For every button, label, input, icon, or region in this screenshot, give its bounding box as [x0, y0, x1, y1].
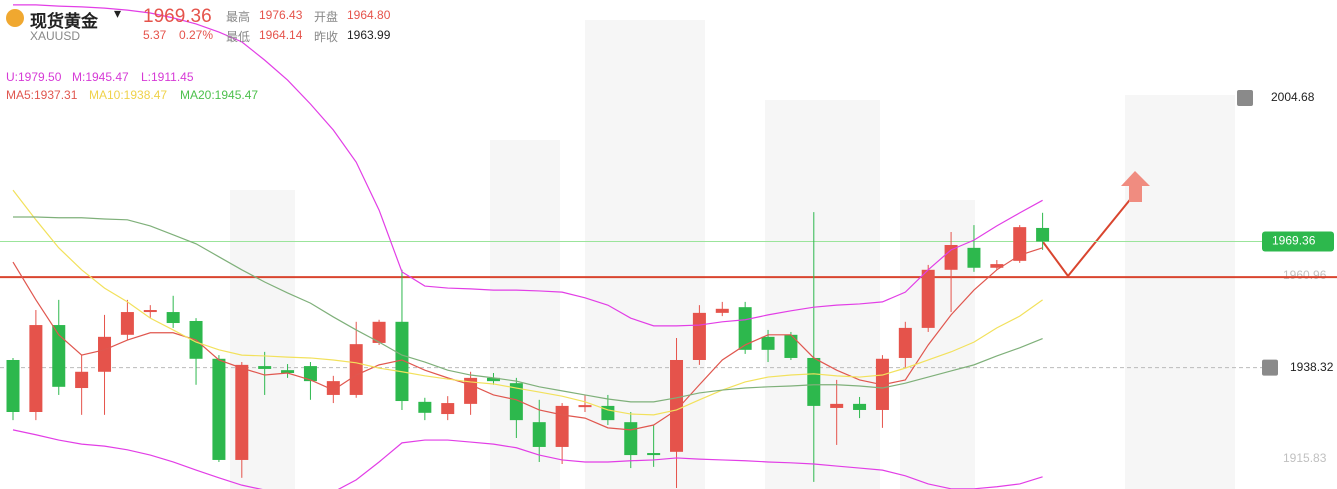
candle-body — [715, 308, 729, 313]
instrument-name[interactable]: 现货黄金 — [30, 12, 98, 31]
stat-value: 1963.99 — [347, 28, 391, 42]
candle-body — [601, 405, 615, 421]
candle-body — [807, 357, 821, 406]
stat-value: 1976.43 — [259, 8, 303, 22]
y-tick-label: 1960.96 — [1283, 268, 1327, 282]
candle-body — [670, 359, 684, 452]
stat-value: 1964.14 — [259, 28, 303, 42]
candle-body — [509, 383, 523, 421]
last-price-label: 1969.36 — [1272, 234, 1316, 248]
stat-label: 最高 — [226, 10, 251, 24]
candle-body — [624, 422, 638, 456]
candle-body — [212, 358, 226, 460]
background-buildings — [230, 20, 1235, 489]
last-price-box — [1262, 231, 1334, 252]
indicator-line — [13, 216, 1043, 403]
change-pct: 0.27% — [179, 28, 214, 42]
candle-body — [738, 307, 752, 350]
ma5-label: MA5:1937.31 — [6, 88, 78, 102]
y-tick-label: 1915.83 — [1283, 451, 1327, 465]
symbol: XAUUSD — [30, 29, 81, 43]
candle-body — [303, 366, 317, 382]
candle-body — [418, 401, 432, 413]
candle-body — [258, 366, 272, 369]
alert-price-label: 1938.32 — [1290, 360, 1334, 374]
indicator-line — [13, 4, 1043, 327]
alert-bell — [1262, 359, 1278, 376]
candle-body — [944, 245, 958, 270]
candle-body — [166, 312, 180, 324]
indicator-line — [12, 189, 1043, 416]
candle-body — [898, 327, 912, 358]
stat-label: 最低 — [226, 30, 251, 44]
candle-body — [143, 310, 157, 313]
boll-upper: U:1979.50 — [6, 70, 62, 84]
candle-body — [349, 344, 363, 395]
arrow-head — [1121, 171, 1150, 202]
boll-lower: L:1911.45 — [141, 70, 194, 84]
alert-bell — [1237, 90, 1253, 107]
stat-label: 昨收 — [314, 30, 339, 44]
dropdown-caret[interactable]: ▾ — [114, 5, 122, 21]
alert-price-label: 2004.68 — [1271, 90, 1315, 104]
candle-body — [692, 312, 706, 360]
candle-body — [921, 269, 935, 328]
candle-body — [395, 321, 409, 402]
candle-body — [578, 405, 592, 408]
candle-body — [281, 370, 295, 373]
drawn-trend-arrow — [1042, 195, 1134, 278]
candle-body — [532, 422, 546, 447]
candle-body — [990, 264, 1004, 268]
candle-body — [326, 381, 340, 395]
stat-value: 1964.80 — [347, 8, 391, 22]
candle-body — [98, 336, 112, 372]
indicator-line — [12, 429, 1043, 489]
candle-body — [853, 403, 867, 410]
candle-body — [555, 405, 569, 447]
candle-body — [52, 325, 66, 387]
price: 1969.36 — [143, 6, 212, 27]
candle-body — [486, 377, 500, 382]
candle-body — [761, 336, 775, 350]
candle-body — [1013, 227, 1027, 261]
candle-body — [6, 359, 20, 413]
candle-body — [75, 371, 89, 389]
candle-body — [830, 403, 844, 408]
ma10-label: MA10:1938.47 — [89, 88, 168, 102]
candle-body — [1036, 227, 1050, 242]
logo — [6, 9, 24, 27]
candle-body — [967, 247, 981, 268]
candle-body — [120, 312, 134, 335]
ma20-label: MA20:1945.47 — [180, 88, 259, 102]
candle-body — [441, 403, 455, 415]
candle-body — [372, 321, 386, 343]
boll-mid: M:1945.47 — [72, 70, 129, 84]
candle-body — [784, 334, 798, 358]
stat-label: 开盘 — [314, 10, 339, 24]
candle-body — [235, 364, 249, 460]
candle-body — [647, 453, 661, 456]
change: 5.37 — [143, 28, 167, 42]
candle-body — [29, 325, 43, 413]
